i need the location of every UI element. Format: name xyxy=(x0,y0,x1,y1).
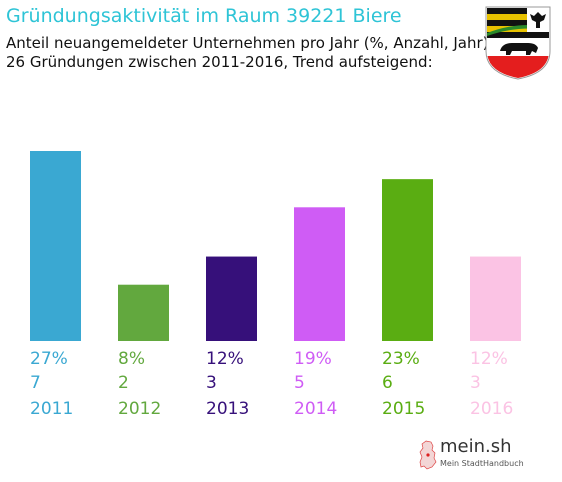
year-label-2014: 2014 xyxy=(294,399,337,419)
year-label-2011: 2011 xyxy=(30,399,73,419)
value-label-2013: 12% xyxy=(206,349,244,369)
bar-2015 xyxy=(382,179,433,341)
value-label-2016: 12% xyxy=(470,349,508,369)
year-label-2015: 2015 xyxy=(382,399,425,419)
bar-2012 xyxy=(118,284,169,341)
count-label-2014: 5 xyxy=(294,373,305,393)
count-label-2011: 7 xyxy=(30,373,41,393)
year-label-2013: 2013 xyxy=(206,399,249,419)
year-label-2016: 2016 xyxy=(470,399,513,419)
count-label-2015: 6 xyxy=(382,373,393,393)
value-label-2015: 23% xyxy=(382,349,420,369)
value-label-2014: 19% xyxy=(294,349,332,369)
value-label-2011: 27% xyxy=(30,349,68,369)
brand-name: mein.sh xyxy=(440,436,512,457)
subtitle-line-2: 26 Gründungen zwischen 2011-2016, Trend … xyxy=(6,53,433,71)
count-label-2012: 2 xyxy=(118,373,129,393)
bar-2011 xyxy=(30,151,81,341)
bar-2014 xyxy=(294,207,345,341)
chart-title: Gründungsaktivität im Raum 39221 Biere xyxy=(6,5,402,27)
bar-2016 xyxy=(470,256,521,341)
subtitle-line-1: Anteil neuangemeldeter Unternehmen pro J… xyxy=(6,34,489,52)
brand-tagline: Mein StadtHandbuch xyxy=(440,459,524,468)
year-label-2012: 2012 xyxy=(118,399,161,419)
bar-2013 xyxy=(206,256,257,341)
germany-map-icon xyxy=(419,440,437,470)
brand-logo: mein.sh Mein StadtHandbuch xyxy=(416,434,526,476)
count-label-2016: 3 xyxy=(470,373,481,393)
count-label-2013: 3 xyxy=(206,373,217,393)
chart-subtitle: Anteil neuangemeldeter Unternehmen pro J… xyxy=(6,34,489,72)
coat-of-arms-icon xyxy=(485,6,551,80)
value-label-2012: 8% xyxy=(118,349,145,369)
